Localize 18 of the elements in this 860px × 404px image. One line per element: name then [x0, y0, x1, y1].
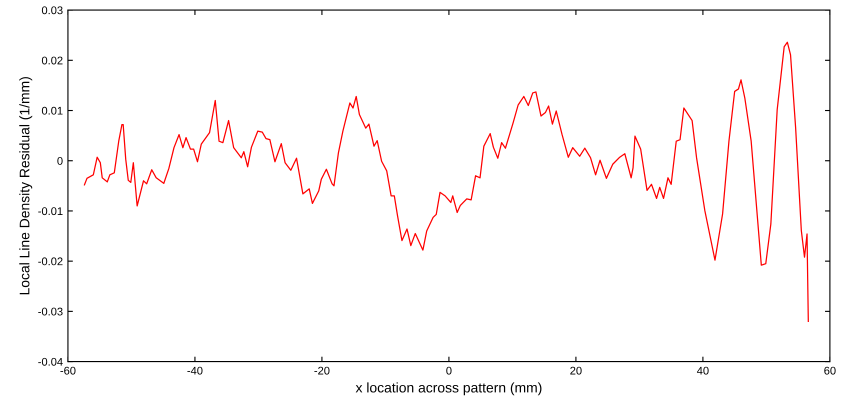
y-tick-label: -0.01 — [38, 207, 63, 216]
x-tick-label: 0 — [446, 366, 452, 375]
x-axis-title: x location across pattern (mm) — [356, 382, 542, 396]
x-tick-label: 20 — [570, 366, 582, 375]
y-tick-label: 0 — [57, 157, 63, 165]
x-tick-label: -40 — [187, 366, 203, 375]
x-tick-label: 40 — [696, 366, 709, 375]
y-tick-label: 0.01 — [42, 106, 63, 115]
y-tick-label: -0.02 — [38, 257, 63, 266]
x-tick-label: 60 — [824, 366, 836, 375]
x-tick-label: -20 — [314, 366, 330, 375]
line-series — [84, 42, 809, 322]
y-tick-label: -0.03 — [38, 308, 63, 316]
y-tick-label: 0.03 — [42, 6, 63, 14]
y-tick-label: 0.02 — [42, 56, 63, 64]
y-tick-label: -0.04 — [38, 358, 63, 366]
y-axis-title: Local Line Density Residual (1/mm) — [19, 77, 32, 294]
x-tick-label: -60 — [60, 366, 76, 375]
